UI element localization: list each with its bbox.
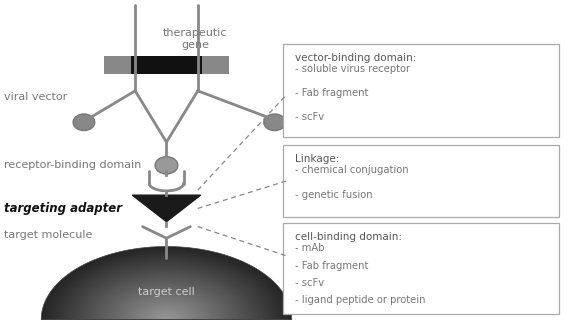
Text: - ligand peptide or protein: - ligand peptide or protein xyxy=(295,295,425,305)
Polygon shape xyxy=(79,268,254,319)
Text: - scFv: - scFv xyxy=(295,278,324,288)
Polygon shape xyxy=(76,267,257,319)
Polygon shape xyxy=(113,288,220,319)
Text: - soluble virus receptor: - soluble virus receptor xyxy=(295,64,410,74)
Polygon shape xyxy=(145,307,188,319)
FancyBboxPatch shape xyxy=(283,223,559,314)
Text: vector-binding domain:: vector-binding domain: xyxy=(295,53,416,63)
Polygon shape xyxy=(94,278,239,319)
Polygon shape xyxy=(160,316,173,319)
Polygon shape xyxy=(54,254,279,319)
Text: - Fab fragment: - Fab fragment xyxy=(295,261,368,271)
Text: - Fab fragment: - Fab fragment xyxy=(295,88,368,98)
Text: viral vector: viral vector xyxy=(4,93,67,103)
Text: - chemical conjugation: - chemical conjugation xyxy=(295,165,408,175)
Text: - genetic fusion: - genetic fusion xyxy=(295,190,372,200)
Text: Linkage:: Linkage: xyxy=(295,154,339,164)
Polygon shape xyxy=(63,259,270,319)
Ellipse shape xyxy=(155,157,178,174)
Polygon shape xyxy=(148,308,185,319)
Polygon shape xyxy=(120,292,213,319)
FancyBboxPatch shape xyxy=(283,44,559,137)
Polygon shape xyxy=(151,310,182,319)
Polygon shape xyxy=(85,272,248,319)
Polygon shape xyxy=(110,287,223,319)
Ellipse shape xyxy=(264,114,285,131)
Text: - mAb: - mAb xyxy=(295,243,324,253)
Polygon shape xyxy=(82,270,251,319)
Text: targeting adapter: targeting adapter xyxy=(4,202,122,215)
Polygon shape xyxy=(73,265,260,319)
Polygon shape xyxy=(66,261,267,319)
Ellipse shape xyxy=(73,114,95,131)
Polygon shape xyxy=(47,250,285,319)
Text: target cell: target cell xyxy=(138,287,195,297)
Polygon shape xyxy=(132,195,201,222)
Polygon shape xyxy=(51,252,283,319)
Polygon shape xyxy=(116,290,217,319)
Polygon shape xyxy=(107,285,226,319)
Polygon shape xyxy=(141,305,192,319)
Polygon shape xyxy=(129,298,204,319)
Polygon shape xyxy=(154,312,179,319)
Polygon shape xyxy=(60,258,273,319)
Polygon shape xyxy=(41,246,292,319)
Polygon shape xyxy=(104,283,229,319)
Text: therapeutic
gene: therapeutic gene xyxy=(162,28,227,50)
Text: cell-binding domain:: cell-binding domain: xyxy=(295,231,402,241)
Polygon shape xyxy=(88,274,245,319)
Text: - scFv: - scFv xyxy=(295,112,324,122)
Text: receptor-binding domain: receptor-binding domain xyxy=(4,160,142,170)
Polygon shape xyxy=(132,299,201,319)
Polygon shape xyxy=(98,279,235,319)
Polygon shape xyxy=(122,294,210,319)
Polygon shape xyxy=(135,301,198,319)
Polygon shape xyxy=(164,318,169,319)
Polygon shape xyxy=(101,281,232,319)
Bar xyxy=(132,56,201,74)
Polygon shape xyxy=(126,296,207,319)
Polygon shape xyxy=(157,314,176,319)
FancyBboxPatch shape xyxy=(283,146,559,217)
Polygon shape xyxy=(57,256,276,319)
Polygon shape xyxy=(138,303,194,319)
Polygon shape xyxy=(92,276,241,319)
Polygon shape xyxy=(45,248,288,319)
Polygon shape xyxy=(69,263,264,319)
Text: target molecule: target molecule xyxy=(4,230,93,240)
Bar xyxy=(104,56,229,74)
